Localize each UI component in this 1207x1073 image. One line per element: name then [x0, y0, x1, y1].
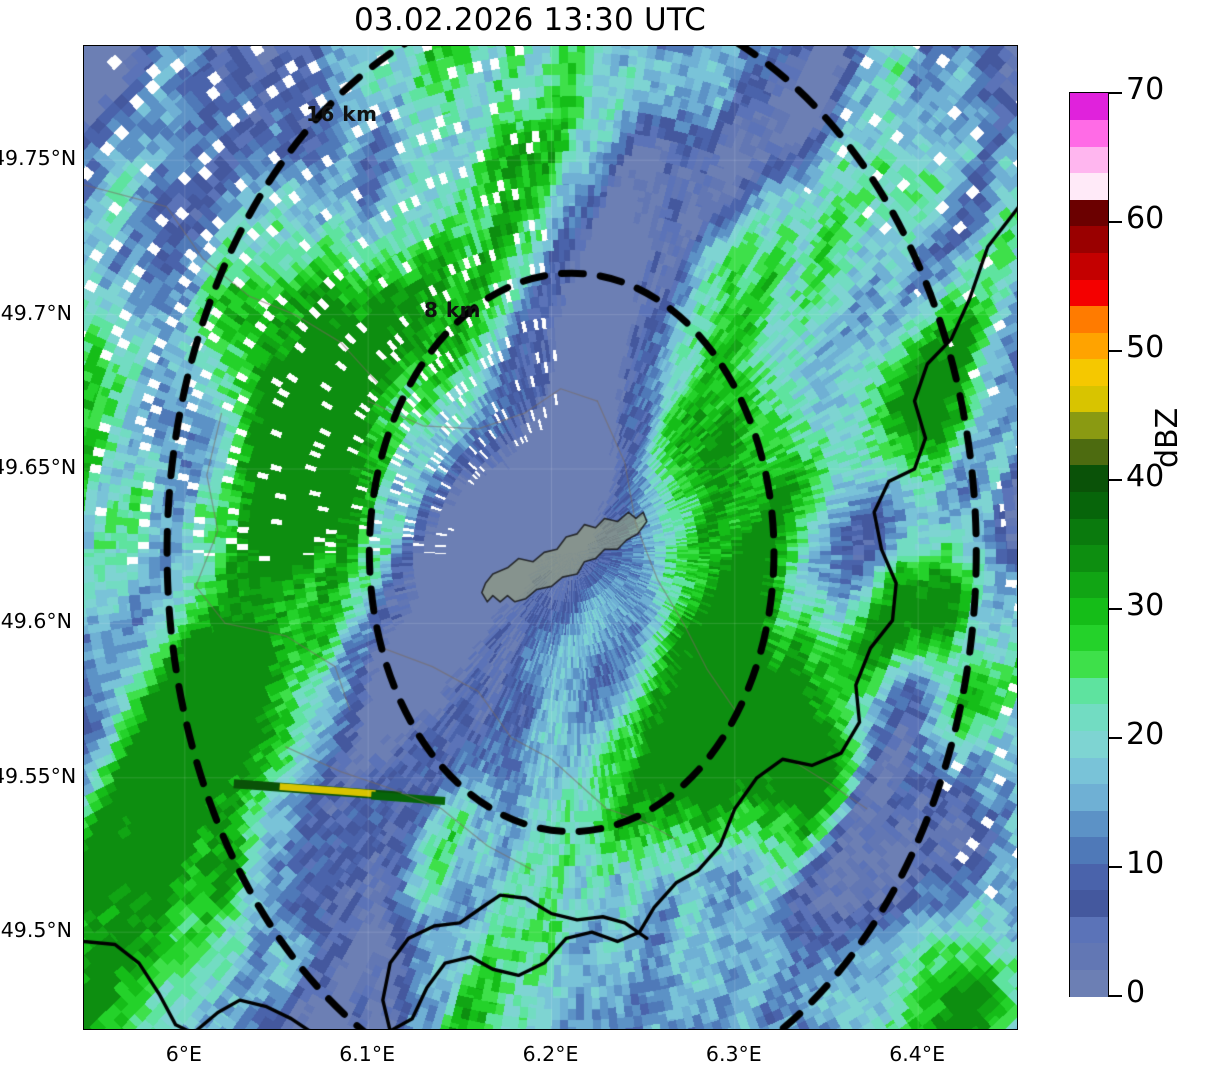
y-tick-label: 49.55°N — [0, 763, 77, 788]
colorbar-tick — [1109, 737, 1122, 739]
x-tick-label: 6°E — [165, 1042, 202, 1066]
colorbar-band — [1070, 305, 1108, 333]
colorbar-tick-label: 50 — [1126, 330, 1165, 365]
colorbar-band — [1070, 278, 1108, 307]
colorbar-band — [1070, 810, 1108, 838]
colorbar-band — [1070, 464, 1108, 492]
colorbar-band — [1070, 517, 1108, 546]
y-tick-label: 49.7°N — [0, 300, 72, 325]
colorbar-title: dBZ — [1150, 407, 1185, 468]
colorbar-tick-label: 0 — [1126, 975, 1146, 1010]
colorbar-band — [1070, 172, 1108, 200]
colorbar-band — [1070, 225, 1108, 253]
colorbar-band — [1070, 491, 1108, 519]
colorbar-band — [1070, 916, 1108, 944]
colorbar-band — [1070, 119, 1108, 147]
range-ring-label-8km: 8 km — [424, 298, 482, 322]
colorbar-band — [1070, 252, 1108, 280]
colorbar-tick-label: 30 — [1126, 588, 1165, 623]
colorbar-band — [1070, 385, 1108, 413]
colorbar-band — [1070, 571, 1108, 599]
colorbar-band — [1070, 889, 1108, 917]
colorbar-tick — [1109, 995, 1122, 997]
radar-map-plot: 16 km 8 km — [83, 45, 1018, 1030]
colorbar-tick — [1109, 866, 1122, 868]
colorbar-band — [1070, 332, 1108, 360]
colorbar-tick — [1109, 92, 1122, 94]
colorbar-band — [1070, 146, 1108, 174]
page-title: 03.02.2026 13:30 UTC — [354, 2, 706, 38]
colorbar-band — [1070, 677, 1108, 705]
x-tick-label: 6.2°E — [522, 1042, 579, 1066]
colorbar-band — [1070, 783, 1108, 811]
colorbar-band — [1070, 411, 1108, 439]
colorbar-band — [1070, 358, 1108, 386]
colorbar-band — [1070, 650, 1108, 678]
colorbar-band — [1070, 863, 1108, 891]
colorbar-tick — [1109, 350, 1122, 352]
y-tick-label: 49.5°N — [0, 918, 72, 943]
colorbar-tick-label: 20 — [1126, 717, 1165, 752]
colorbar-band — [1070, 730, 1108, 758]
colorbar-band — [1070, 836, 1108, 864]
colorbar-band — [1070, 93, 1108, 121]
colorbar-band — [1070, 624, 1108, 652]
colorbar-tick-label: 60 — [1126, 201, 1165, 236]
colorbar-band — [1070, 438, 1108, 466]
y-tick-label: 49.75°N — [0, 146, 77, 171]
colorbar-band — [1070, 199, 1108, 227]
colorbar-band — [1070, 597, 1108, 625]
colorbar-tick — [1109, 479, 1122, 481]
colorbar-tick — [1109, 221, 1122, 223]
colorbar-band — [1070, 969, 1108, 997]
colorbar-tick — [1109, 608, 1122, 610]
colorbar-band — [1070, 756, 1108, 785]
colorbar-tick-label: 70 — [1126, 72, 1165, 107]
x-tick-label: 6.4°E — [889, 1042, 946, 1066]
x-tick-label: 6.1°E — [339, 1042, 396, 1066]
colorbar-band — [1070, 544, 1108, 572]
colorbar-band — [1070, 942, 1108, 971]
colorbar-tick-label: 40 — [1126, 459, 1165, 494]
y-tick-label: 49.65°N — [0, 455, 77, 480]
x-tick-label: 6.3°E — [705, 1042, 762, 1066]
y-tick-label: 49.6°N — [0, 609, 72, 634]
map-overlay-layer — [84, 46, 1017, 1029]
colorbar — [1069, 92, 1109, 997]
range-ring-label-16km: 16 km — [306, 102, 378, 126]
colorbar-tick-label: 10 — [1126, 846, 1165, 881]
colorbar-band — [1070, 703, 1108, 731]
